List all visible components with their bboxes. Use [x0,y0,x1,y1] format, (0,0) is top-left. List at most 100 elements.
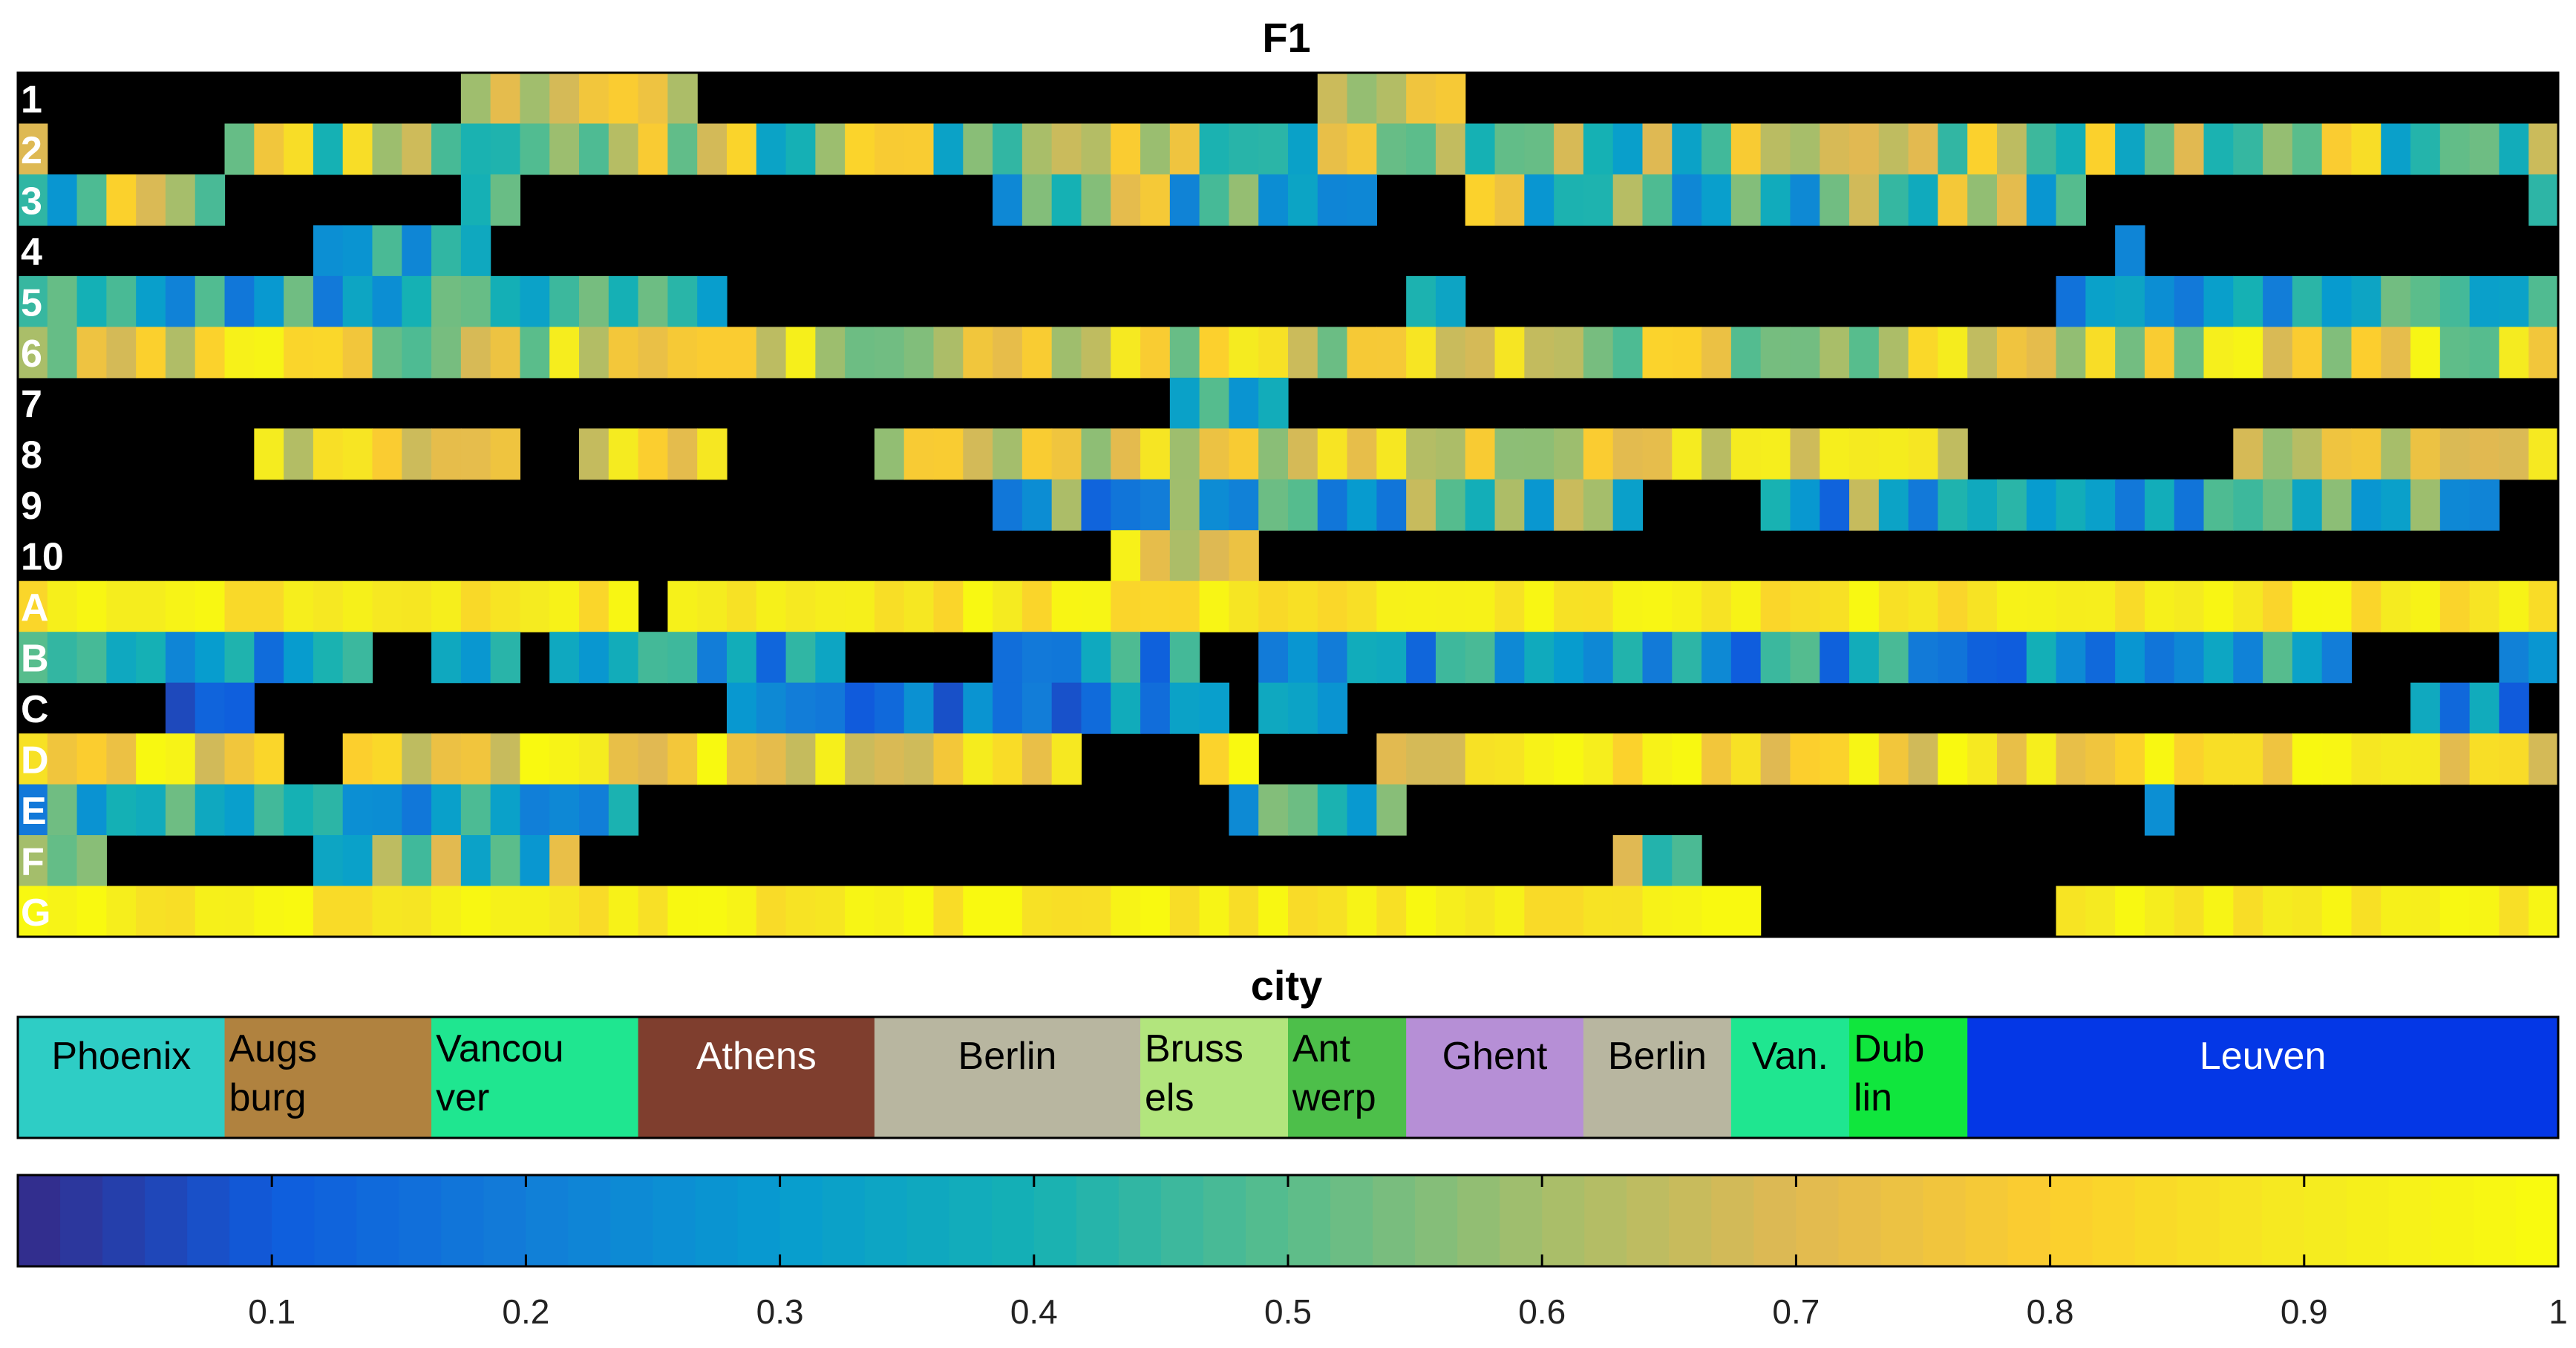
heatmap-cell [2292,479,2323,531]
heatmap-cell [1465,632,1496,684]
heatmap-cell [2174,123,2205,175]
heatmap-cell [697,886,728,938]
heatmap-cell [1820,479,1850,531]
heatmap-cell [1849,428,1880,480]
heatmap-cell [1701,733,1732,785]
heatmap-cell [1849,632,1880,684]
heatmap-cell [136,632,166,684]
heatmap-cell [1820,327,1850,379]
heatmap-cell [2174,580,2205,632]
heatmap-cell [1790,174,1820,226]
heatmap-cell [1435,886,1466,938]
heatmap-cell [1081,327,1111,379]
heatmap-cell [2233,479,2263,531]
city-segment [1140,1017,1289,1138]
heatmap-cell [1996,733,2027,785]
heatmap-cell [2144,632,2175,684]
heatmap-cell [431,632,462,684]
heatmap-cell [460,784,491,836]
colorbar-segment [1669,1175,1712,1266]
heatmap-cell [490,784,521,836]
heatmap-cell [1908,428,1938,480]
colorbar-segment [2261,1175,2305,1266]
heatmap-cell [756,123,787,175]
colorbar-segment [441,1175,484,1266]
heatmap-cell [1111,327,1141,379]
heatmap-cell [224,580,255,632]
heatmap-cell [1317,682,1348,734]
heatmap-cell [47,632,78,684]
heatmap-cell [1229,327,1259,379]
heatmap-cell [1317,479,1348,531]
heatmap-cell [1583,174,1614,226]
heatmap-cell [490,275,521,327]
heatmap-cell [313,632,344,684]
heatmap-cell [2528,327,2559,379]
heatmap-cell [224,784,255,836]
heatmap-cell [254,123,284,175]
heatmap-cell [608,73,639,125]
heatmap-cell [106,886,137,938]
heatmap-cell [1701,123,1732,175]
heatmap-cell [1229,123,1259,175]
heatmap-cell [1169,327,1200,379]
heatmap-cell [2410,682,2441,734]
heatmap-cell [1288,682,1318,734]
heatmap-cell [106,784,137,836]
heatmap-cell [1494,632,1525,684]
heatmap-cell [1406,275,1436,327]
heatmap-cell [2085,275,2116,327]
heatmap-cell [520,123,550,175]
heatmap-cell [1347,479,1377,531]
heatmap-cell [402,225,432,277]
heatmap-cell [1140,123,1171,175]
heatmap-cell [2263,428,2293,480]
heatmap-cell [1938,580,1968,632]
heatmap-cell [1583,632,1614,684]
heatmap-cell [1435,632,1466,684]
colorbar-segment [2304,1175,2347,1266]
heatmap-cell [47,733,78,785]
heatmap-cell [490,835,521,887]
heatmap-cell [1612,886,1644,938]
colorbar-segment [1245,1175,1289,1266]
heatmap-cell [1701,632,1732,684]
heatmap-cell [490,327,521,379]
heatmap-cell [993,428,1023,480]
heatmap-cell [1494,886,1525,938]
city-segment [224,1017,432,1138]
heatmap-cell [1258,682,1289,734]
heatmap-cell [1996,580,2027,632]
heatmap-cell [1583,479,1614,531]
heatmap-cell [1347,632,1377,684]
heatmap-cell [697,580,728,632]
heatmap-cell [313,123,344,175]
heatmap-cell [756,886,787,938]
heatmap-cell [2321,479,2353,531]
heatmap-cell [815,682,846,734]
heatmap-cell [1554,479,1584,531]
heatmap-cell [815,733,846,785]
heatmap-cell [2233,580,2263,632]
heatmap-cell [2292,428,2323,480]
colorbar-segment [1753,1175,1797,1266]
heatmap-cell [1701,327,1732,379]
row-label: 6 [21,333,42,376]
heatmap-cell [1288,580,1318,632]
heatmap-cell [2321,886,2353,938]
heatmap-cell [1612,580,1644,632]
heatmap-cell [2381,733,2411,785]
heatmap-cell [1878,580,1909,632]
heatmap-cell [933,428,964,480]
heatmap-cell [284,123,314,175]
heatmap-cell [1849,327,1880,379]
heatmap-cell [638,73,668,125]
heatmap-cell [1583,733,1614,785]
heatmap-cell [1081,479,1111,531]
heatmap-cell [1288,479,1318,531]
heatmap-cell [2499,632,2529,684]
heatmap-cell [2026,632,2057,684]
heatmap-cell [2115,580,2145,632]
heatmap-cell [76,632,107,684]
